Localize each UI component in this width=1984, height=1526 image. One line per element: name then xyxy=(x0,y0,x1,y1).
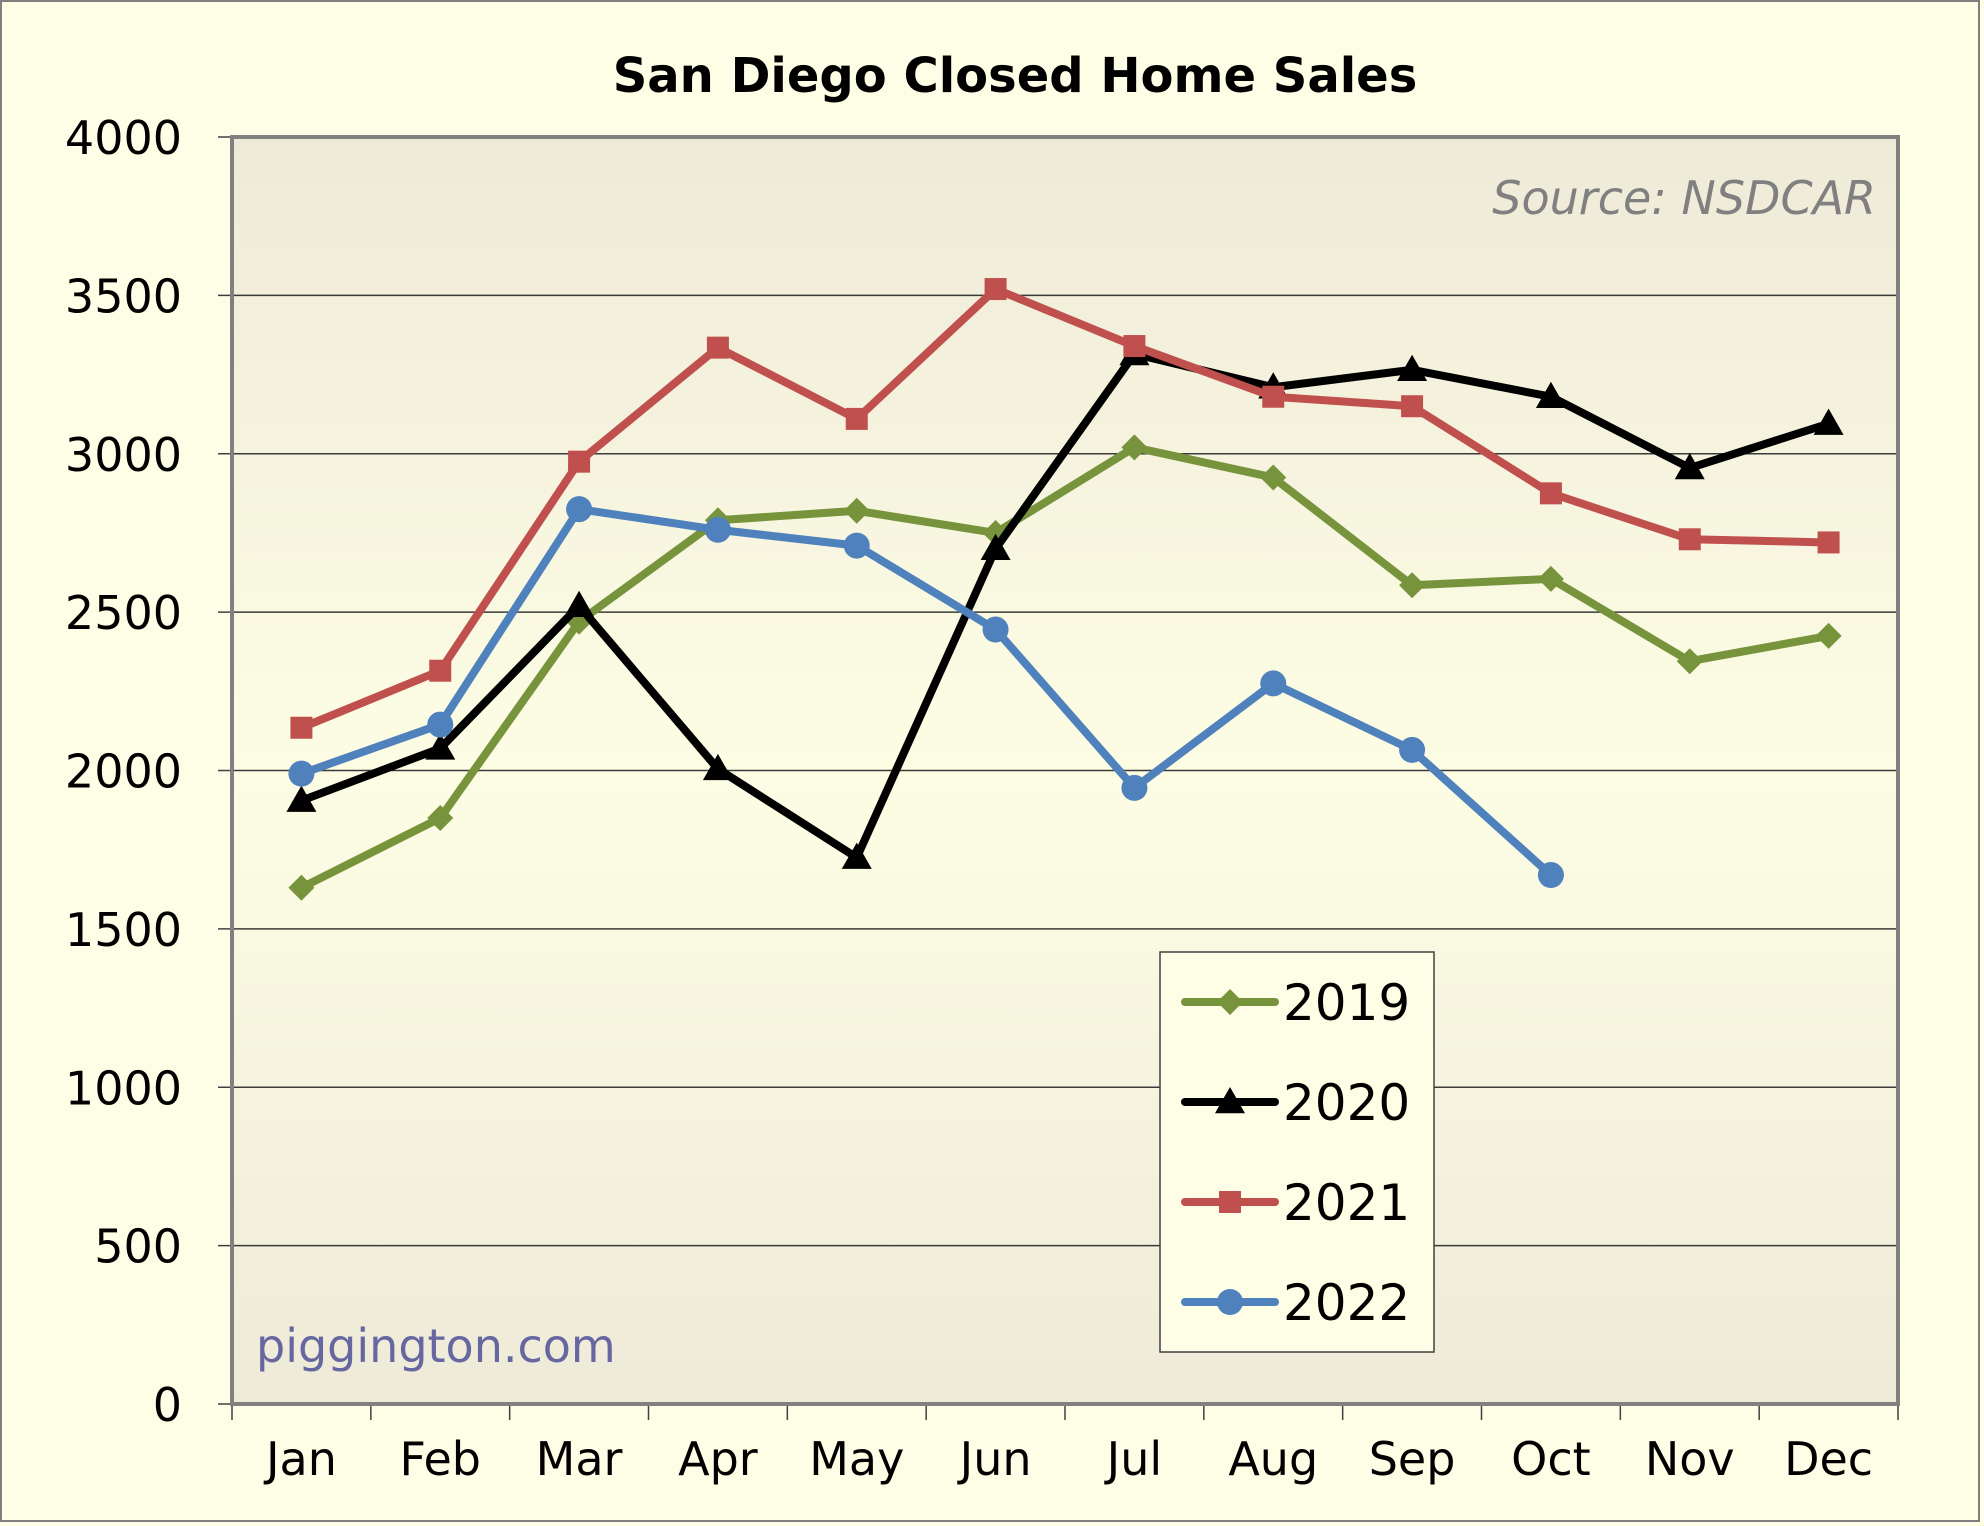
data-point-2020 xyxy=(1813,408,1844,435)
data-point-2020 xyxy=(980,533,1011,561)
data-point-2021 xyxy=(1123,335,1146,358)
data-point-2020 xyxy=(1397,354,1428,382)
y-tick-label: 3500 xyxy=(65,269,182,323)
y-tick-label: 1000 xyxy=(65,1061,182,1115)
chart-title: San Diego Closed Home Sales xyxy=(613,48,1418,104)
data-point-2019 xyxy=(1260,464,1287,491)
source-annotation: Source: NSDCAR xyxy=(1492,171,1876,225)
data-point-2021 xyxy=(706,336,729,359)
data-point-2019 xyxy=(1676,648,1703,675)
legend-label: 2021 xyxy=(1283,1174,1410,1232)
data-point-2019 xyxy=(1121,434,1148,461)
y-tick-label: 3000 xyxy=(65,428,182,482)
data-point-2021 xyxy=(1678,528,1701,551)
data-point-2020 xyxy=(425,733,456,760)
legend-item-2019: 2019 xyxy=(1181,974,1410,1032)
y-tick-label: 0 xyxy=(153,1378,182,1432)
legend-marker-diamond-icon xyxy=(1217,989,1243,1015)
data-point-2019 xyxy=(288,874,315,901)
data-point-2021 xyxy=(1401,395,1424,418)
data-point-2019 xyxy=(427,805,454,832)
data-point-2020 xyxy=(702,753,733,781)
data-point-2020 xyxy=(564,590,595,618)
series-2022 xyxy=(288,496,1564,889)
series-2019 xyxy=(288,434,1842,901)
x-tick-label: Mar xyxy=(536,1432,623,1486)
y-tick-label: 1500 xyxy=(65,903,182,957)
x-tick-label: May xyxy=(809,1432,904,1486)
legend-item-2020: 2020 xyxy=(1181,1074,1410,1132)
x-tick-label: Jul xyxy=(1104,1432,1163,1486)
legend-label: 2020 xyxy=(1283,1074,1410,1132)
series-2021 xyxy=(290,278,1840,739)
legend: 2019 2020 2021 2022 xyxy=(1159,951,1435,1353)
y-tick-label: 2500 xyxy=(65,586,182,640)
data-point-2021 xyxy=(290,716,313,739)
x-tick-label: Nov xyxy=(1645,1432,1735,1486)
data-point-2019 xyxy=(1399,572,1426,599)
series-2020 xyxy=(286,338,1844,869)
data-point-2022 xyxy=(427,711,454,738)
data-point-2020 xyxy=(286,785,317,812)
data-point-2022 xyxy=(1537,862,1564,889)
y-tick-label: 500 xyxy=(94,1220,182,1274)
data-point-2020 xyxy=(1674,453,1705,480)
legend-box xyxy=(1159,951,1435,1353)
series-line-2022 xyxy=(297,505,1555,880)
data-point-2021 xyxy=(1817,531,1840,554)
data-point-2021 xyxy=(984,278,1007,301)
y-tick-label: 2000 xyxy=(65,745,182,799)
data-point-2022 xyxy=(982,616,1009,643)
legend-item-2022: 2022 xyxy=(1181,1274,1410,1332)
legend-marker-square-icon xyxy=(1219,1191,1241,1213)
watermark: piggington.com xyxy=(256,1319,616,1373)
data-point-2022 xyxy=(1399,736,1426,763)
series-line-2020 xyxy=(297,349,1833,862)
data-point-2021 xyxy=(845,407,868,430)
data-point-2020 xyxy=(841,842,872,869)
y-tick-label: 4000 xyxy=(65,111,182,165)
x-tick-label: Aug xyxy=(1228,1432,1318,1486)
legend-item-2021: 2021 xyxy=(1181,1174,1410,1232)
x-tick-label: Dec xyxy=(1784,1432,1873,1486)
data-point-2021 xyxy=(1262,385,1285,408)
series-line-2021 xyxy=(297,285,1833,732)
x-tick-label: Oct xyxy=(1511,1432,1591,1486)
data-point-2022 xyxy=(1121,774,1148,801)
data-point-2020 xyxy=(1535,381,1566,408)
series-line-2019 xyxy=(297,443,1833,892)
data-point-2021 xyxy=(568,450,591,473)
data-point-2019 xyxy=(1537,565,1564,592)
x-tick-label: Feb xyxy=(400,1432,481,1486)
plot-border xyxy=(230,135,1900,1406)
data-point-2021 xyxy=(429,659,452,682)
data-point-2021 xyxy=(1539,482,1562,505)
data-point-2022 xyxy=(843,532,870,559)
legend-label: 2019 xyxy=(1283,974,1410,1032)
data-point-2019 xyxy=(1815,622,1842,649)
legend-marker-triangle-icon xyxy=(1215,1087,1245,1114)
data-point-2022 xyxy=(704,516,731,543)
data-point-2022 xyxy=(288,760,315,787)
x-tick-label: Sep xyxy=(1369,1432,1456,1486)
x-tick-label: Jan xyxy=(263,1432,337,1486)
data-point-2022 xyxy=(566,496,593,523)
legend-label: 2022 xyxy=(1283,1274,1410,1332)
data-point-2022 xyxy=(1260,670,1287,697)
legend-marker-circle-icon xyxy=(1217,1289,1243,1315)
data-point-2019 xyxy=(843,497,870,524)
x-tick-label: Apr xyxy=(678,1432,758,1486)
x-tick-label: Jun xyxy=(957,1432,1032,1486)
